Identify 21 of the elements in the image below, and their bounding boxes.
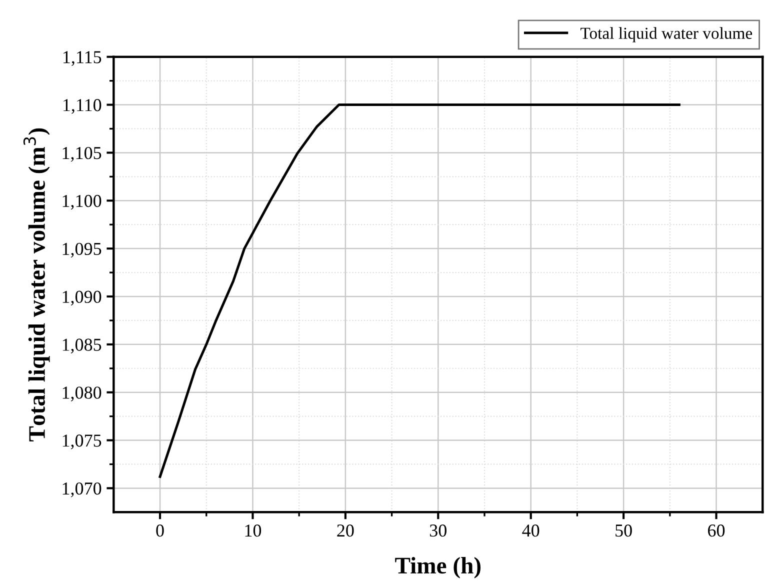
x-tick-label: 60 [708,524,725,537]
x-tick-label: 0 [156,524,164,537]
y-tick-label: 1,080 [62,386,102,402]
x-tick-label: 10 [245,524,262,537]
y-tick-label: 1,115 [64,51,102,66]
y-tick-label: 1,085 [62,338,102,354]
y-tick-label: 1,075 [62,434,102,450]
line-series [158,104,680,478]
x-tick-label: 40 [522,524,540,537]
y-tick-label: 1,100 [62,194,102,210]
y-tick-label: 1,090 [62,290,102,306]
legend-label: Total liquid water volume [580,27,752,42]
x-tick-label: 20 [337,524,354,537]
y-tick-label: 1,105 [62,146,102,162]
y-tick-label: 1,070 [62,482,102,498]
y-tick-label: 1,095 [62,242,102,258]
x-axis-title: Time (h) [395,557,481,578]
x-tick-label: 30 [430,524,446,537]
y-axis-title: Total liquid water volume (m$^{3}$) [23,128,50,442]
y-tick-label: 1,110 [64,99,102,114]
x-tick-label: 50 [616,524,632,537]
